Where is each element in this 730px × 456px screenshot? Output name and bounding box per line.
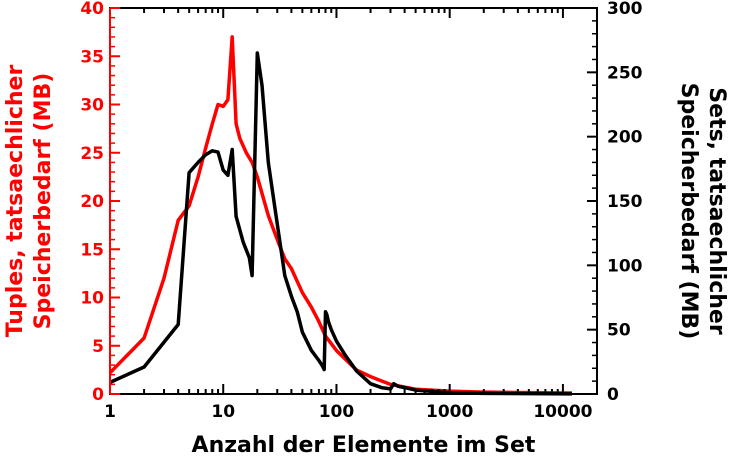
- left-y-tick-label: 15: [80, 240, 104, 260]
- x-tick-label: 1: [104, 402, 116, 422]
- right-y-tick-label: 250: [607, 63, 643, 83]
- right-y-tick-label: 300: [607, 0, 643, 19]
- left-y-tick-label: 35: [80, 47, 104, 67]
- x-tick-label: 10: [211, 402, 235, 422]
- x-tick-label: 10000: [533, 402, 592, 422]
- left-y-tick-label: 40: [80, 0, 104, 19]
- series-line-sets: [109, 51, 572, 396]
- plot-frame: [109, 7, 598, 395]
- left-y-tick-label: 0: [92, 385, 104, 405]
- left-y-tick-label: 30: [80, 96, 104, 116]
- x-tick-label: 100: [319, 402, 355, 422]
- right-y-tick-label: 150: [607, 192, 643, 212]
- left-y-tick-label: 5: [92, 337, 104, 357]
- left-y-tick-label: 25: [80, 144, 104, 164]
- right-y-tick-label: 200: [607, 128, 643, 148]
- right-y-tick-label: 50: [607, 321, 631, 341]
- series-line-tuples: [108, 35, 572, 395]
- left-y-tick-label: 20: [80, 192, 104, 212]
- left-y-tick-label: 10: [80, 289, 104, 309]
- left-y-axis-title-line2: Speicherbedarf (MB): [31, 73, 56, 330]
- right-y-tick-label: 0: [607, 385, 619, 405]
- left-y-axis-title-line1: Tuples, tatsaechlicher: [3, 65, 28, 338]
- right-y-axis-title-line2: Speicherbedarf (MB): [676, 83, 701, 340]
- x-tick-label: 1000: [426, 402, 473, 422]
- right-y-tick-label: 100: [607, 256, 643, 276]
- right-y-axis-title-line1: Sets, tatsaechlicher: [704, 87, 729, 335]
- x-axis-title: Anzahl der Elemente im Set: [192, 433, 536, 456]
- left-y-axis-title: Tuples, tatsaechlicher Speicherbedarf (MB…: [3, 65, 56, 338]
